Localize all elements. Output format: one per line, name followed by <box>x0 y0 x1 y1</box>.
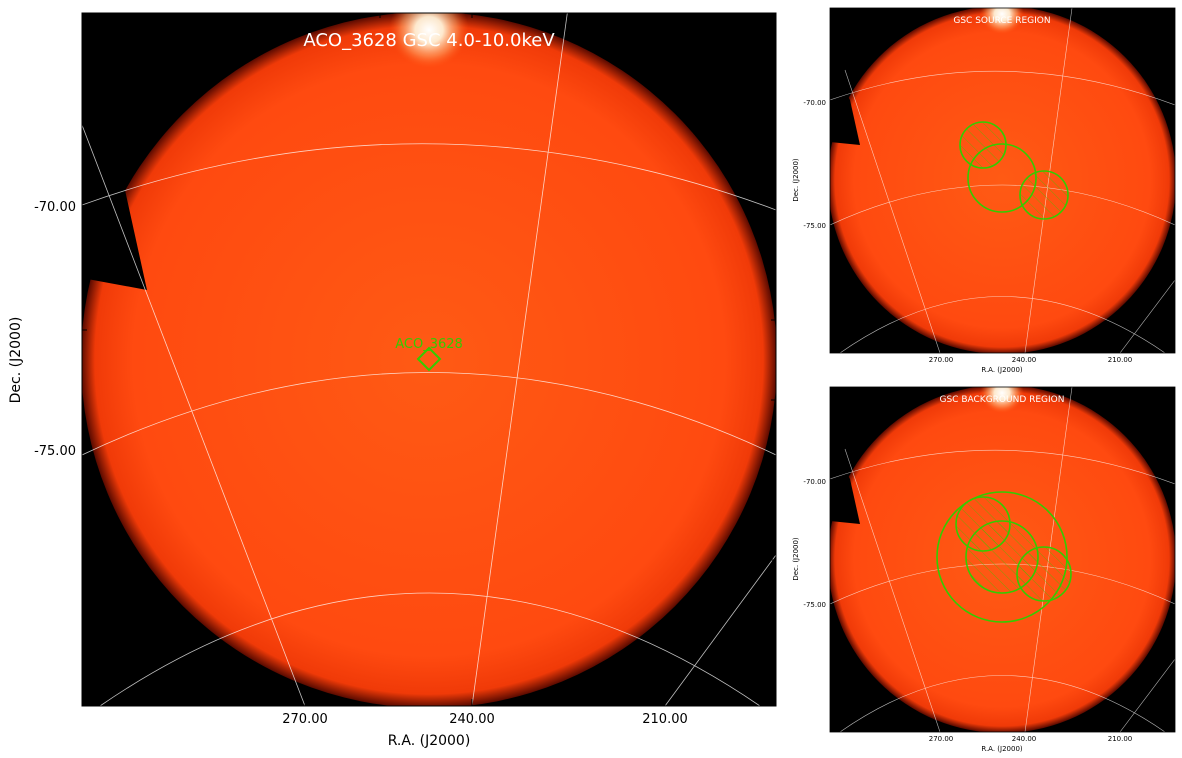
source-region-exclusion-circle <box>959 121 1007 169</box>
main-ytick-label: -70.00 <box>34 200 76 215</box>
main-title: ACO_3628 GSC 4.0-10.0keV <box>303 30 555 51</box>
main-detector-disk <box>82 13 776 706</box>
source-detector-notch <box>830 65 860 145</box>
source-panel: GSC SOURCE REGION 270.00 240.00 210.00 -… <box>792 7 1176 374</box>
main-ytick-label: -75.00 <box>34 444 76 459</box>
background-axes-frame <box>829 386 1176 733</box>
source-axes-frame <box>829 7 1176 354</box>
source-xlabel: R.A. (J2000) <box>981 366 1023 374</box>
background-bright-source <box>980 387 1024 413</box>
main-xtick-label: 240.00 <box>449 712 495 727</box>
main-panel: ACO_3628 GSC 4.0-10.0keV ACO_3628 270.00… <box>8 12 777 749</box>
source-title: GSC SOURCE REGION <box>953 16 1050 26</box>
source-xtick-label: 240.00 <box>1012 356 1037 364</box>
background-ytick-label: -75.00 <box>803 601 826 609</box>
main-xtick-label: 270.00 <box>282 712 328 727</box>
background-title: GSC BACKGROUND REGION <box>940 395 1065 405</box>
target-label: ACO_3628 <box>395 337 463 352</box>
background-xtick-label: 270.00 <box>929 735 954 743</box>
main-coordinate-grid <box>82 13 776 706</box>
background-ylabel: Dec. (J2000) <box>792 537 800 581</box>
main-detector-notch <box>82 120 147 290</box>
target-diamond-marker <box>416 346 442 372</box>
background-exclusion-circle <box>1016 546 1072 602</box>
background-panel: GSC BACKGROUND REGION 270.00 240.00 210.… <box>792 386 1176 753</box>
main-axes-frame <box>81 12 777 707</box>
main-ticks <box>82 13 776 706</box>
source-ytick-label: -75.00 <box>803 222 826 230</box>
source-xtick-label: 210.00 <box>1108 356 1133 364</box>
source-ylabel: Dec. (J2000) <box>792 158 800 202</box>
background-exclusion-circle <box>955 496 1011 552</box>
main-xlabel: R.A. (J2000) <box>388 733 471 749</box>
source-region-exclusion-circle <box>1019 170 1069 220</box>
background-outer-circle <box>936 491 1068 623</box>
background-xlabel: R.A. (J2000) <box>981 745 1023 753</box>
main-bright-source <box>389 13 469 68</box>
background-detector-notch <box>830 444 860 524</box>
background-ytick-label: -70.00 <box>803 478 826 486</box>
source-ytick-label: -70.00 <box>803 99 826 107</box>
background-xtick-label: 240.00 <box>1012 735 1037 743</box>
source-bright-source <box>980 8 1024 34</box>
source-detector-disk <box>830 8 1175 353</box>
main-xtick-label: 210.00 <box>642 712 688 727</box>
background-xtick-label: 210.00 <box>1108 735 1133 743</box>
source-coordinate-grid <box>830 8 1175 353</box>
main-ylabel: Dec. (J2000) <box>8 317 24 404</box>
source-xtick-label: 270.00 <box>929 356 954 364</box>
